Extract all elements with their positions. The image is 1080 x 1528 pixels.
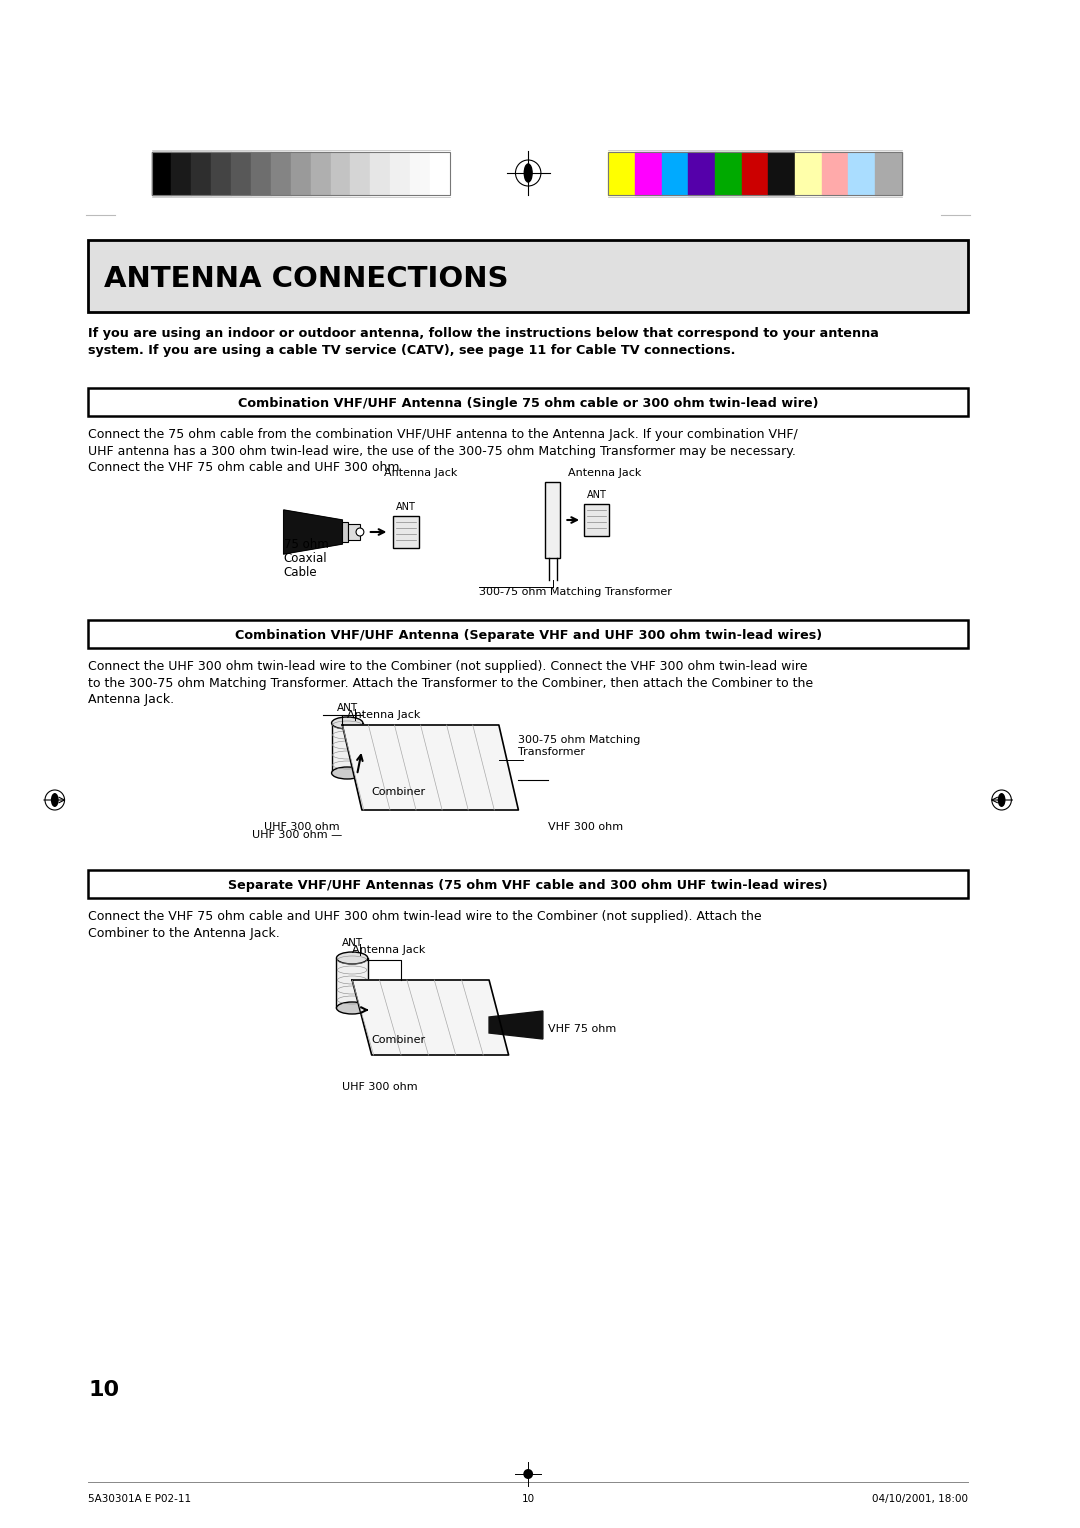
Bar: [769, 151, 795, 196]
Circle shape: [356, 529, 364, 536]
Text: Combiner: Combiner: [372, 787, 426, 798]
Text: UHF 300 ohm: UHF 300 ohm: [342, 1082, 418, 1093]
Text: 75 ohm: 75 ohm: [284, 538, 328, 552]
Text: UHF 300 ohm —: UHF 300 ohm —: [252, 830, 342, 840]
Text: 300-75 ohm Matching Transformer: 300-75 ohm Matching Transformer: [480, 587, 672, 597]
Bar: [393, 516, 419, 549]
Bar: [688, 151, 715, 196]
Ellipse shape: [337, 1002, 368, 1015]
Text: ANT: ANT: [337, 703, 357, 714]
Bar: [584, 504, 609, 536]
Bar: [271, 151, 291, 196]
Bar: [89, 240, 969, 312]
Bar: [608, 151, 902, 196]
Ellipse shape: [998, 793, 1005, 807]
Polygon shape: [284, 510, 342, 555]
Bar: [410, 151, 430, 196]
Bar: [342, 523, 348, 542]
Bar: [311, 151, 330, 196]
Bar: [608, 151, 635, 196]
Text: Connect the VHF 75 ohm cable and UHF 300 ohm twin-lead wire to the Combiner (not: Connect the VHF 75 ohm cable and UHF 300…: [89, 911, 761, 940]
Bar: [544, 481, 561, 558]
Text: 10: 10: [89, 1380, 119, 1400]
Text: Antenna Jack: Antenna Jack: [568, 468, 642, 478]
Bar: [337, 958, 368, 1008]
Text: Separate VHF/UHF Antennas (75 ohm VHF cable and 300 ohm UHF twin-lead wires): Separate VHF/UHF Antennas (75 ohm VHF ca…: [228, 879, 828, 891]
Text: Combination VHF/UHF Antenna (Separate VHF and UHF 300 ohm twin-lead wires): Combination VHF/UHF Antenna (Separate VH…: [234, 628, 822, 642]
Bar: [89, 869, 969, 898]
Text: ANT: ANT: [586, 490, 607, 500]
Bar: [662, 151, 688, 196]
Ellipse shape: [332, 717, 363, 729]
Text: 10: 10: [522, 1494, 535, 1504]
Ellipse shape: [51, 793, 58, 807]
Bar: [151, 151, 172, 196]
Bar: [370, 151, 390, 196]
Bar: [822, 151, 849, 196]
Bar: [231, 151, 251, 196]
Polygon shape: [342, 724, 518, 810]
Text: ANT: ANT: [396, 503, 416, 512]
Text: Coaxial: Coaxial: [284, 552, 327, 565]
Bar: [795, 151, 822, 196]
Text: VHF 300 ohm: VHF 300 ohm: [548, 822, 623, 833]
Text: Antenna Jack: Antenna Jack: [352, 944, 426, 955]
Bar: [172, 151, 191, 196]
Text: UHF 300 ohm: UHF 300 ohm: [265, 822, 340, 833]
Text: VHF 75 ohm: VHF 75 ohm: [548, 1024, 616, 1034]
Bar: [251, 151, 271, 196]
Bar: [849, 151, 875, 196]
Text: Combination VHF/UHF Antenna (Single 75 ohm cable or 300 ohm twin-lead wire): Combination VHF/UHF Antenna (Single 75 o…: [238, 396, 819, 410]
Ellipse shape: [337, 952, 368, 964]
Text: Antenna Jack: Antenna Jack: [348, 711, 420, 720]
Bar: [89, 388, 969, 416]
Ellipse shape: [524, 163, 532, 182]
Bar: [151, 151, 450, 196]
Polygon shape: [489, 1012, 543, 1039]
Text: Cable: Cable: [284, 565, 318, 579]
Text: 300-75 ohm Matching
Transformer: 300-75 ohm Matching Transformer: [518, 735, 640, 756]
Bar: [742, 151, 769, 196]
Ellipse shape: [332, 767, 363, 779]
Text: If you are using an indoor or outdoor antenna, follow the instructions below tha: If you are using an indoor or outdoor an…: [89, 327, 879, 358]
Bar: [351, 151, 370, 196]
Text: Antenna Jack: Antenna Jack: [383, 468, 457, 478]
Text: 04/10/2001, 18:00: 04/10/2001, 18:00: [873, 1494, 969, 1504]
Bar: [191, 151, 212, 196]
Bar: [291, 151, 311, 196]
Bar: [212, 151, 231, 196]
Bar: [715, 151, 742, 196]
Bar: [348, 524, 360, 539]
Circle shape: [524, 1468, 534, 1479]
Text: ANT: ANT: [341, 938, 363, 947]
Text: Connect the UHF 300 ohm twin-lead wire to the Combiner (not supplied). Connect t: Connect the UHF 300 ohm twin-lead wire t…: [89, 660, 813, 706]
Text: ANTENNA CONNECTIONS: ANTENNA CONNECTIONS: [104, 264, 509, 293]
Bar: [330, 151, 351, 196]
Polygon shape: [352, 979, 509, 1054]
Bar: [635, 151, 662, 196]
Bar: [875, 151, 902, 196]
Text: Combiner: Combiner: [372, 1034, 426, 1045]
Text: 5A30301A E P02-11: 5A30301A E P02-11: [89, 1494, 191, 1504]
Bar: [89, 620, 969, 648]
Bar: [390, 151, 410, 196]
Bar: [430, 151, 450, 196]
Text: Connect the 75 ohm cable from the combination VHF/UHF antenna to the Antenna Jac: Connect the 75 ohm cable from the combin…: [89, 428, 798, 474]
Bar: [332, 723, 363, 773]
